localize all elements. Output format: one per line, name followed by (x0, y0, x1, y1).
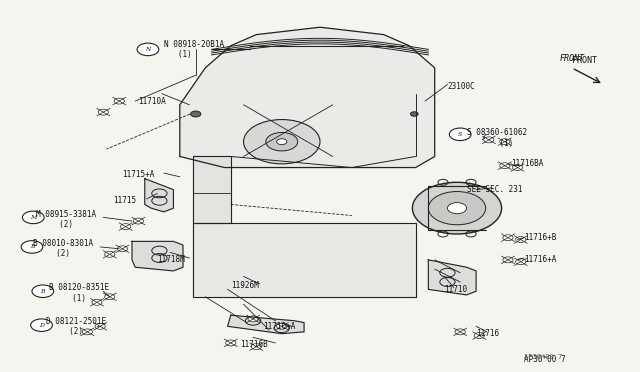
Circle shape (266, 132, 298, 151)
Circle shape (500, 139, 510, 145)
Circle shape (226, 340, 236, 346)
Text: N 08918-20B1A
   (1): N 08918-20B1A (1) (164, 40, 224, 59)
Circle shape (428, 192, 486, 225)
Text: 11710: 11710 (444, 285, 467, 294)
Circle shape (104, 294, 115, 300)
Text: 11716BA: 11716BA (511, 159, 543, 169)
Text: 11715: 11715 (113, 196, 136, 205)
Circle shape (32, 285, 54, 298)
Text: B: B (40, 289, 45, 294)
Text: 11716+B: 11716+B (524, 233, 556, 242)
Text: 11715+A: 11715+A (122, 170, 155, 179)
Polygon shape (180, 27, 435, 167)
Circle shape (104, 251, 115, 257)
Circle shape (513, 164, 523, 170)
Text: D 08121-2501E
     (2): D 08121-2501E (2) (46, 317, 106, 336)
Text: 11716+A: 11716+A (524, 255, 556, 264)
Circle shape (92, 299, 102, 305)
Circle shape (503, 235, 513, 241)
Text: 11710+A: 11710+A (262, 322, 295, 331)
Text: S 08360-61062
       (1): S 08360-61062 (1) (467, 128, 527, 148)
Circle shape (410, 112, 418, 116)
Text: 23100C: 23100C (447, 82, 475, 91)
Circle shape (447, 203, 467, 214)
Circle shape (503, 257, 513, 263)
Circle shape (251, 344, 261, 350)
Circle shape (449, 128, 471, 141)
Text: M 08915-3381A
     (2): M 08915-3381A (2) (36, 209, 97, 229)
Polygon shape (193, 223, 415, 297)
Text: D: D (39, 323, 44, 328)
Polygon shape (428, 260, 476, 295)
Text: B 08120-8351E
     (1): B 08120-8351E (1) (49, 283, 109, 303)
Text: 11718M: 11718M (157, 255, 185, 264)
Circle shape (484, 137, 494, 143)
Circle shape (244, 119, 320, 164)
Circle shape (133, 218, 143, 224)
Circle shape (276, 139, 287, 145)
Circle shape (516, 259, 526, 264)
Circle shape (120, 224, 131, 230)
Text: B: B (29, 244, 35, 249)
Text: S: S (458, 132, 462, 137)
Text: AP30*00 7: AP30*00 7 (524, 355, 566, 364)
Polygon shape (228, 315, 304, 334)
Text: 11710A: 11710A (138, 97, 166, 106)
Circle shape (412, 182, 502, 234)
Text: AP30*00 7: AP30*00 7 (524, 353, 562, 359)
Text: SEE SEC. 231: SEE SEC. 231 (467, 185, 522, 194)
Text: 11716B: 11716B (241, 340, 268, 349)
Text: FRONT: FRONT (572, 56, 596, 65)
Polygon shape (145, 179, 173, 212)
Circle shape (95, 323, 105, 329)
Circle shape (83, 329, 93, 335)
Text: FRONT: FRONT (559, 54, 584, 63)
Circle shape (31, 319, 52, 331)
Circle shape (22, 211, 44, 224)
Text: M: M (30, 215, 36, 220)
Polygon shape (193, 157, 231, 223)
Text: N: N (145, 47, 150, 52)
Circle shape (474, 333, 484, 339)
Circle shape (500, 163, 510, 169)
Circle shape (117, 246, 127, 252)
Circle shape (21, 241, 43, 253)
Circle shape (99, 109, 108, 115)
Circle shape (455, 329, 465, 335)
Circle shape (276, 323, 287, 329)
Circle shape (114, 98, 124, 104)
Circle shape (248, 316, 258, 322)
Circle shape (191, 111, 201, 117)
Circle shape (516, 237, 526, 243)
Circle shape (137, 43, 159, 56)
Polygon shape (132, 241, 183, 271)
Text: 11926M: 11926M (231, 281, 259, 290)
Text: B 08010-8301A
     (2): B 08010-8301A (2) (33, 239, 93, 259)
Text: 11716: 11716 (476, 329, 499, 338)
